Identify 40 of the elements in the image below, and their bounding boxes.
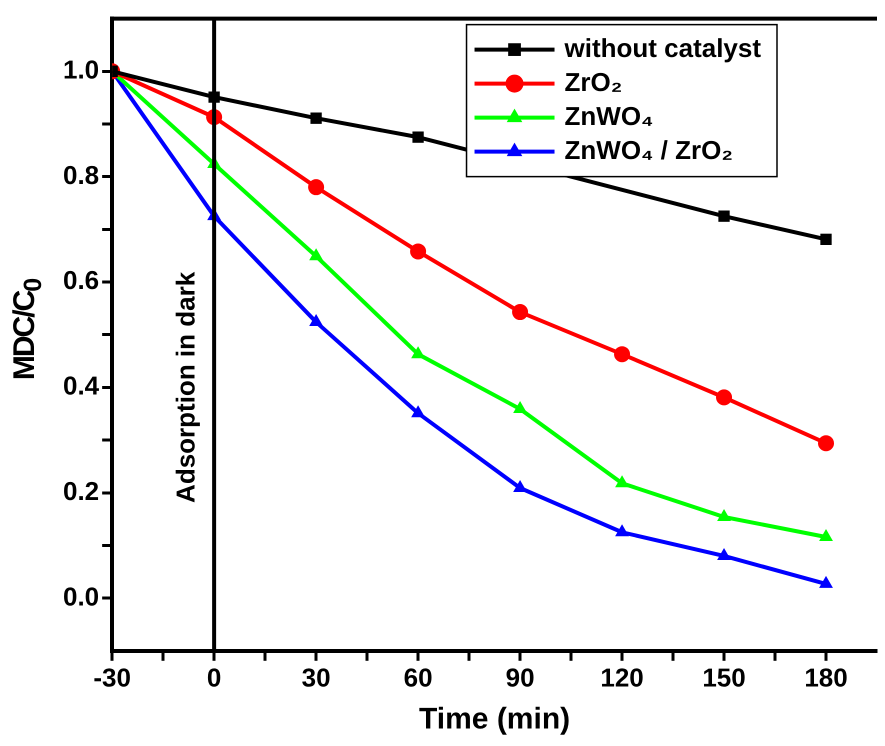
point [411,405,426,418]
ref-line-label: Adsorption in dark [170,271,200,503]
y-tick-label: 1.0 [62,54,100,84]
point [716,389,732,406]
x-tick-label: -30 [93,662,131,693]
point [615,524,629,536]
point [310,112,322,124]
point [820,234,832,245]
point [718,210,730,222]
point [309,248,324,260]
x-tick-label: 90 [506,662,535,693]
point [717,508,731,521]
point [614,346,630,362]
x-axis-title: Time (min) [419,702,570,736]
point [615,475,629,488]
x-tick-label: 180 [804,662,848,693]
y-tick-label: 0.0 [62,581,100,612]
point [819,576,833,588]
point [412,131,424,143]
legend-label: without catalyst [564,32,762,63]
legend-label: ZnWO₄ / ZrO₂ [564,134,733,165]
point [513,480,527,492]
y-tick-label: 0.4 [62,370,100,401]
x-tick-label: 60 [404,662,433,693]
y-tick-label: 0.8 [62,160,100,190]
y-tick-label: 0.2 [62,476,100,506]
point [717,548,731,560]
point [513,400,527,413]
legend-label: ZnWO₄ [564,100,654,131]
point [308,179,324,196]
point [309,314,324,326]
legend-label: ZrO₂ [564,66,622,97]
x-tick-label: 30 [302,662,331,693]
point [819,529,833,542]
point [410,243,426,260]
x-tick-label: 0 [206,662,222,693]
point [512,304,528,320]
x-tick-label: 120 [600,662,644,693]
y-tick-label: 0.6 [62,265,100,296]
x-tick-label: 150 [702,662,746,693]
